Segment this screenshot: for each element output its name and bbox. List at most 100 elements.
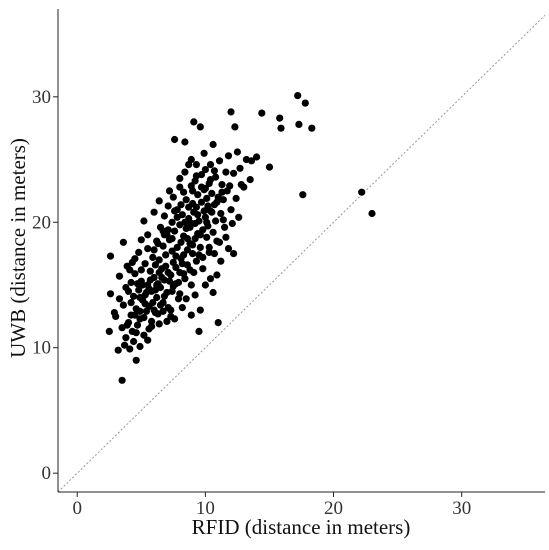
data-point [209,140,217,149]
data-point [200,207,208,215]
data-point [196,306,204,314]
data-point [187,155,195,164]
data-point [164,202,172,210]
data-point [214,319,222,327]
x-tick-label: 0 [72,498,82,519]
data-point [183,261,191,269]
data-point [219,216,227,224]
data-point [230,250,238,258]
data-point [217,257,225,265]
data-point [233,148,241,156]
axes-layer [57,9,545,493]
data-point [181,138,189,146]
y-tick-label: 20 [32,212,51,233]
data-point [114,346,122,354]
data-point [191,219,199,228]
data-point [196,243,204,251]
data-point [132,356,140,364]
data-point [295,120,303,128]
data-point [136,342,144,351]
data-point [189,250,197,258]
data-point [146,267,154,275]
data-point [173,243,181,251]
data-point [154,240,162,248]
data-point [148,322,156,330]
data-point [135,286,143,294]
data-point [151,261,159,269]
data-point [265,163,274,171]
data-point [171,207,179,215]
data-point [203,233,211,241]
data-point [127,278,135,287]
data-point [135,248,143,256]
data-point [299,191,307,199]
data-point [217,209,225,218]
data-point [177,201,185,209]
data-point [189,187,197,195]
data-point [204,202,212,210]
data-points-layer [105,92,376,384]
data-point [195,327,203,335]
data-point [182,295,190,303]
x-axis-title: RFID (distance in meters) [192,515,411,539]
data-point [118,376,126,384]
data-point [115,272,124,280]
data-point [276,114,284,122]
data-point [201,184,209,192]
data-point [199,265,207,273]
data-point [133,280,142,288]
data-point [140,314,148,322]
data-point [228,219,236,228]
y-tick-label: 0 [42,463,52,484]
data-point [206,275,215,283]
data-point [190,118,198,126]
data-point [185,203,193,211]
data-point [192,257,200,265]
data-point [155,320,163,328]
x-tick-label: 30 [452,498,471,519]
data-point [203,218,211,226]
data-point [183,235,191,243]
data-point [169,258,177,266]
data-point [112,312,120,320]
data-point [246,176,254,184]
data-point [208,189,216,197]
data-point [124,287,133,295]
data-point [153,281,161,289]
data-point [158,273,166,282]
data-point [136,293,144,302]
data-point [187,281,195,289]
data-point [222,233,230,241]
data-point [195,251,203,259]
data-point [165,187,174,195]
data-point [215,157,224,165]
y-tick-label: 30 [32,87,51,108]
data-point [106,252,115,260]
data-point [168,247,176,255]
data-point [130,292,138,300]
data-point [201,281,209,289]
data-point [368,209,376,218]
data-point [141,260,149,268]
data-point [221,223,229,231]
data-point [192,172,200,180]
data-point [146,276,154,284]
data-point [208,208,216,216]
data-point [176,174,184,182]
data-point [235,213,243,221]
data-point [172,280,180,288]
data-point [180,251,188,259]
data-point [153,293,161,302]
data-point [196,231,204,239]
data-point [144,336,152,344]
data-point [308,124,316,132]
data-point [144,245,152,253]
ticks-layer: 0 10 20 30 0 10 20 30 [32,87,471,519]
data-point [205,243,213,251]
data-point [131,255,139,263]
data-point [200,149,208,157]
data-point [167,306,175,314]
data-point [186,223,194,231]
data-point [136,307,144,315]
data-point [197,198,206,206]
